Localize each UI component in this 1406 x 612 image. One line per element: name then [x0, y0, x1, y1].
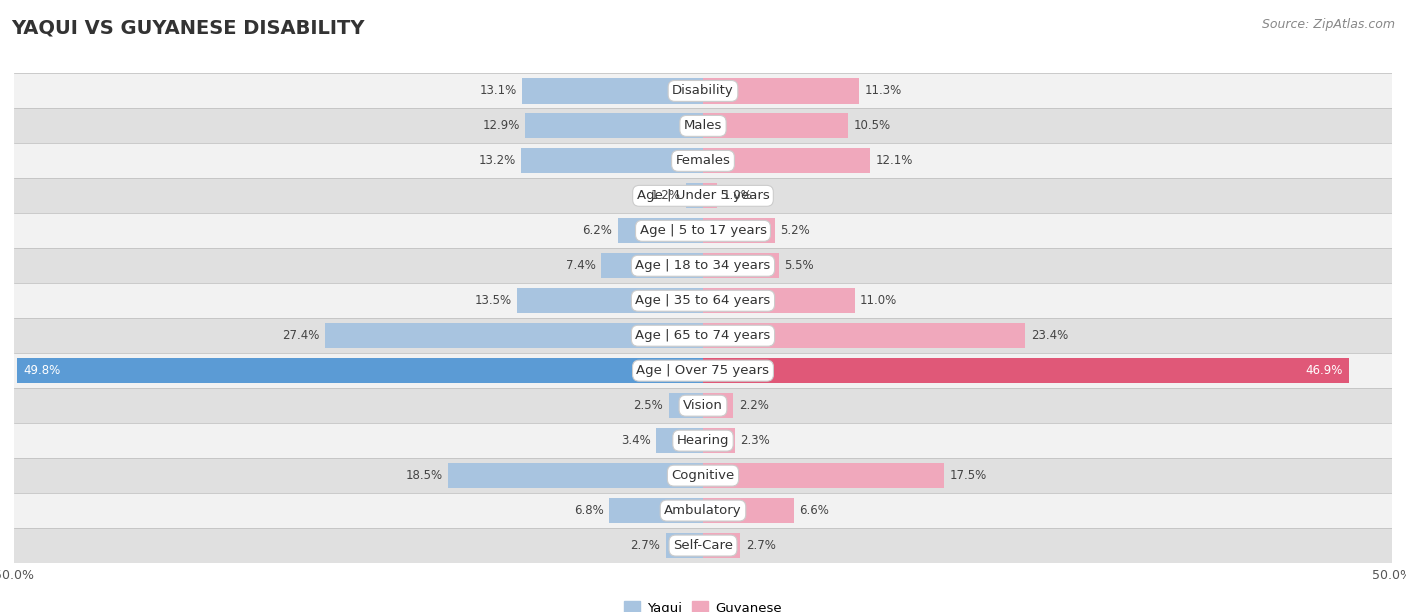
Bar: [14, 388, 1392, 423]
Text: 2.7%: 2.7%: [630, 539, 661, 552]
Bar: [703, 218, 775, 244]
Bar: [617, 218, 703, 244]
Bar: [703, 323, 1025, 348]
Text: 17.5%: 17.5%: [949, 469, 987, 482]
Bar: [14, 353, 1392, 388]
Text: 12.9%: 12.9%: [482, 119, 520, 132]
Bar: [523, 78, 703, 103]
Text: Vision: Vision: [683, 399, 723, 412]
Bar: [14, 493, 1392, 528]
Text: 11.3%: 11.3%: [865, 84, 901, 97]
Text: Cognitive: Cognitive: [672, 469, 734, 482]
Text: Age | 35 to 64 years: Age | 35 to 64 years: [636, 294, 770, 307]
Text: YAQUI VS GUYANESE DISABILITY: YAQUI VS GUYANESE DISABILITY: [11, 18, 364, 37]
Text: 1.0%: 1.0%: [723, 189, 752, 203]
Text: Self-Care: Self-Care: [673, 539, 733, 552]
Bar: [325, 323, 703, 348]
Bar: [703, 148, 870, 173]
Text: 12.1%: 12.1%: [875, 154, 912, 167]
Text: Age | 65 to 74 years: Age | 65 to 74 years: [636, 329, 770, 342]
Bar: [526, 113, 703, 138]
Bar: [14, 423, 1392, 458]
Text: 23.4%: 23.4%: [1031, 329, 1069, 342]
Text: 2.7%: 2.7%: [745, 539, 776, 552]
Text: 46.9%: 46.9%: [1305, 364, 1343, 377]
Text: Age | 18 to 34 years: Age | 18 to 34 years: [636, 259, 770, 272]
Bar: [703, 288, 855, 313]
Text: Age | 5 to 17 years: Age | 5 to 17 years: [640, 225, 766, 237]
Bar: [449, 463, 703, 488]
Text: Hearing: Hearing: [676, 434, 730, 447]
Text: 3.4%: 3.4%: [621, 434, 651, 447]
Text: Disability: Disability: [672, 84, 734, 97]
Text: 13.2%: 13.2%: [478, 154, 516, 167]
Bar: [14, 73, 1392, 108]
Text: 2.2%: 2.2%: [738, 399, 769, 412]
Text: 18.5%: 18.5%: [405, 469, 443, 482]
Text: 13.1%: 13.1%: [479, 84, 517, 97]
Bar: [14, 143, 1392, 178]
Text: Males: Males: [683, 119, 723, 132]
Bar: [703, 113, 848, 138]
Bar: [14, 248, 1392, 283]
Bar: [609, 498, 703, 523]
Text: 6.2%: 6.2%: [582, 225, 612, 237]
Text: 13.5%: 13.5%: [474, 294, 512, 307]
Bar: [703, 358, 1350, 383]
Bar: [686, 183, 703, 209]
Bar: [14, 528, 1392, 563]
Text: 7.4%: 7.4%: [565, 259, 596, 272]
Text: Age | Under 5 years: Age | Under 5 years: [637, 189, 769, 203]
Text: 11.0%: 11.0%: [860, 294, 897, 307]
Bar: [14, 178, 1392, 214]
Text: Age | Over 75 years: Age | Over 75 years: [637, 364, 769, 377]
Text: 5.5%: 5.5%: [785, 259, 814, 272]
Bar: [669, 393, 703, 418]
Bar: [703, 533, 740, 558]
Text: 5.2%: 5.2%: [780, 225, 810, 237]
Text: 2.3%: 2.3%: [740, 434, 770, 447]
Bar: [14, 458, 1392, 493]
Bar: [522, 148, 703, 173]
Bar: [666, 533, 703, 558]
Text: 2.5%: 2.5%: [633, 399, 664, 412]
Bar: [517, 288, 703, 313]
Text: 49.8%: 49.8%: [24, 364, 60, 377]
Bar: [703, 498, 794, 523]
Bar: [703, 463, 945, 488]
Bar: [703, 393, 734, 418]
Bar: [703, 78, 859, 103]
Legend: Yaqui, Guyanese: Yaqui, Guyanese: [619, 596, 787, 612]
Bar: [14, 318, 1392, 353]
Text: 27.4%: 27.4%: [283, 329, 321, 342]
Bar: [14, 214, 1392, 248]
Text: Females: Females: [675, 154, 731, 167]
Bar: [703, 253, 779, 278]
Text: 1.2%: 1.2%: [651, 189, 681, 203]
Text: 6.6%: 6.6%: [800, 504, 830, 517]
Bar: [14, 283, 1392, 318]
Text: 10.5%: 10.5%: [853, 119, 890, 132]
Bar: [600, 253, 703, 278]
Bar: [17, 358, 703, 383]
Text: Source: ZipAtlas.com: Source: ZipAtlas.com: [1261, 18, 1395, 31]
Text: 6.8%: 6.8%: [574, 504, 603, 517]
Bar: [657, 428, 703, 453]
Text: Ambulatory: Ambulatory: [664, 504, 742, 517]
Bar: [703, 428, 735, 453]
Bar: [14, 108, 1392, 143]
Bar: [703, 183, 717, 209]
